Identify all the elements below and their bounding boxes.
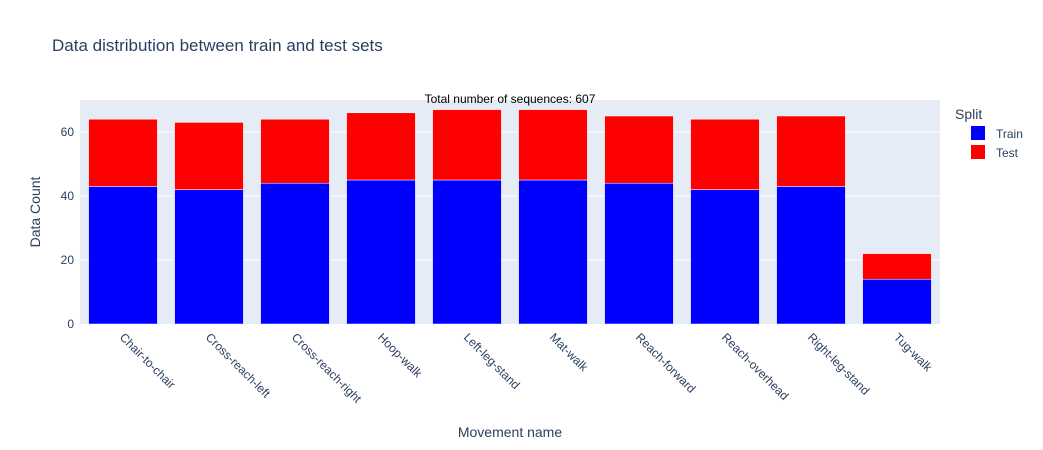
legend-label-test[interactable]: Test: [996, 146, 1019, 160]
legend-swatch-train[interactable]: [971, 126, 985, 140]
bar-test-hoop-walk[interactable]: [346, 112, 416, 181]
x-axis-title: Movement name: [458, 424, 562, 440]
x-tick-label: Left-leg-stand: [461, 330, 523, 392]
x-tick-label: Right-leg-stand: [805, 330, 872, 397]
y-tick-label: 40: [61, 189, 75, 203]
bar-train-mat-walk[interactable]: [518, 179, 588, 325]
legend-label-train[interactable]: Train: [996, 127, 1023, 141]
x-tick-label: Mat-walk: [547, 330, 592, 375]
bar-train-right-leg-stand[interactable]: [776, 186, 846, 325]
bars-layer: [88, 109, 932, 325]
bar-train-reach-overhead[interactable]: [690, 189, 760, 325]
x-tick-label: Chair-to-chair: [117, 330, 178, 391]
x-tick-labels: Chair-to-chair Cross-reach-left Cross-reac…: [117, 330, 936, 406]
bar-train-tug-walk[interactable]: [862, 278, 932, 325]
bar-test-chair-to-chair[interactable]: [88, 118, 158, 187]
bar-train-reach-forward[interactable]: [604, 182, 674, 325]
x-tick-label: Tug-walk: [891, 330, 936, 375]
legend[interactable]: Split Train Test: [955, 106, 1023, 160]
x-tick-label: Hoop-walk: [375, 330, 426, 381]
y-tick-label: 20: [61, 253, 75, 267]
legend-title: Split: [955, 106, 982, 122]
x-tick-label: Reach-forward: [633, 330, 699, 396]
y-tick-label: 0: [67, 317, 74, 331]
chart-title: Data distribution between train and test…: [52, 36, 383, 55]
bar-test-tug-walk[interactable]: [862, 253, 932, 280]
bar-test-right-leg-stand[interactable]: [776, 115, 846, 187]
x-tick-label: Cross-reach-left: [203, 330, 274, 401]
bar-test-cross-reach-left[interactable]: [174, 122, 244, 190]
legend-swatch-test[interactable]: [971, 145, 985, 159]
total-annotation: Total number of sequences: 607: [425, 92, 596, 106]
y-tick-labels: 0 20 40 60: [61, 125, 75, 331]
bar-train-cross-reach-right[interactable]: [260, 182, 330, 325]
x-tick-label: Cross-reach-right: [289, 330, 365, 406]
y-tick-label: 60: [61, 125, 75, 139]
bar-train-left-leg-stand[interactable]: [432, 179, 502, 325]
bar-test-mat-walk[interactable]: [518, 109, 588, 181]
bar-test-reach-overhead[interactable]: [690, 118, 760, 190]
y-axis-title: Data Count: [27, 176, 43, 247]
bar-train-cross-reach-left[interactable]: [174, 189, 244, 325]
bar-test-cross-reach-right[interactable]: [260, 118, 330, 184]
bar-test-left-leg-stand[interactable]: [432, 109, 502, 181]
bar-test-reach-forward[interactable]: [604, 115, 674, 184]
x-tick-label: Reach-overhead: [719, 330, 792, 403]
bar-train-hoop-walk[interactable]: [346, 179, 416, 325]
bar-train-chair-to-chair[interactable]: [88, 186, 158, 325]
